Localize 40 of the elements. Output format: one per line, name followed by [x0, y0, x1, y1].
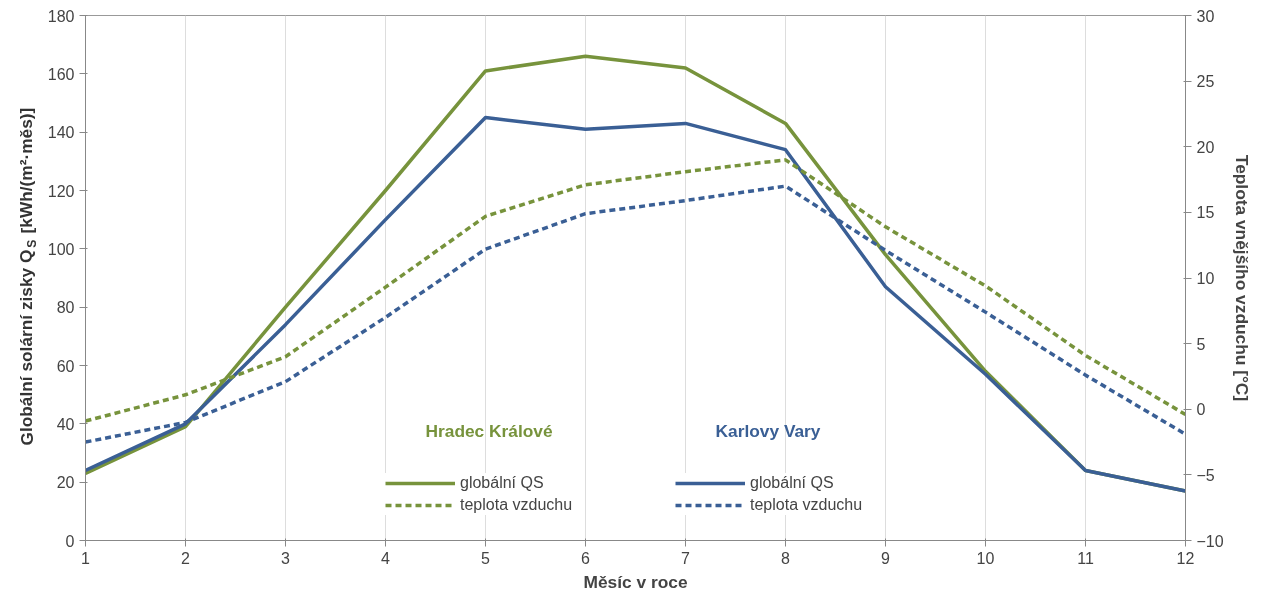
y-tick-label: 40	[56, 415, 75, 433]
legend-label: globální QS	[750, 474, 834, 492]
y-tick-label: 180	[47, 7, 75, 25]
x-tick-label: 5	[481, 549, 491, 567]
x-tick-label: 9	[881, 549, 891, 567]
y-axis-title: Globální solární zisky QS [kWh/(m²·měs)]	[16, 107, 39, 446]
y2-tick-label: −5	[1196, 466, 1215, 484]
legend-label: globální QS	[460, 474, 544, 492]
x-tick-label: 8	[781, 549, 791, 567]
y-tick-label: 120	[47, 182, 75, 200]
x-tick-label: 1	[81, 549, 91, 567]
legend-label: teplota vzduchu	[750, 496, 863, 514]
annotation: Hradec Králové	[425, 420, 553, 441]
y2-tick-label: 5	[1196, 335, 1206, 353]
x-tick-label: 10	[976, 549, 995, 567]
y2-tick-label: 20	[1196, 138, 1215, 156]
x-tick-label: 11	[1077, 549, 1094, 567]
x-tick-label: 2	[181, 549, 191, 567]
y2-tick-label: −10	[1196, 532, 1224, 550]
legend-label: teplota vzduchu	[460, 496, 573, 514]
y-tick-label: 20	[56, 474, 75, 492]
y-tick-label: 80	[56, 299, 75, 317]
x-tick-label: 3	[281, 549, 291, 567]
annotation: Karlovy Vary	[715, 420, 821, 441]
y2-tick-label: 0	[1196, 401, 1206, 419]
x-tick-label: 6	[581, 549, 591, 567]
y-tick-label: 0	[65, 532, 75, 550]
y-tick-label: 140	[47, 124, 75, 142]
x-tick-label: 12	[1176, 549, 1195, 567]
y-tick-label: 60	[56, 357, 75, 375]
y-tick-label: 100	[47, 240, 75, 258]
x-axis-title: Měsíc v roce	[583, 571, 688, 592]
y2-tick-label: 10	[1196, 270, 1215, 287]
y-tick-label: 160	[47, 65, 75, 83]
x-tick-label: 4	[381, 549, 391, 567]
y2-tick-label: 30	[1196, 7, 1215, 25]
y2-tick-label: 15	[1196, 204, 1215, 222]
y2-tick-label: 25	[1196, 73, 1215, 91]
x-tick-label: 7	[681, 549, 691, 567]
y2-axis-title: Teplota vnějšího vzduchu [°C]	[1231, 154, 1252, 402]
